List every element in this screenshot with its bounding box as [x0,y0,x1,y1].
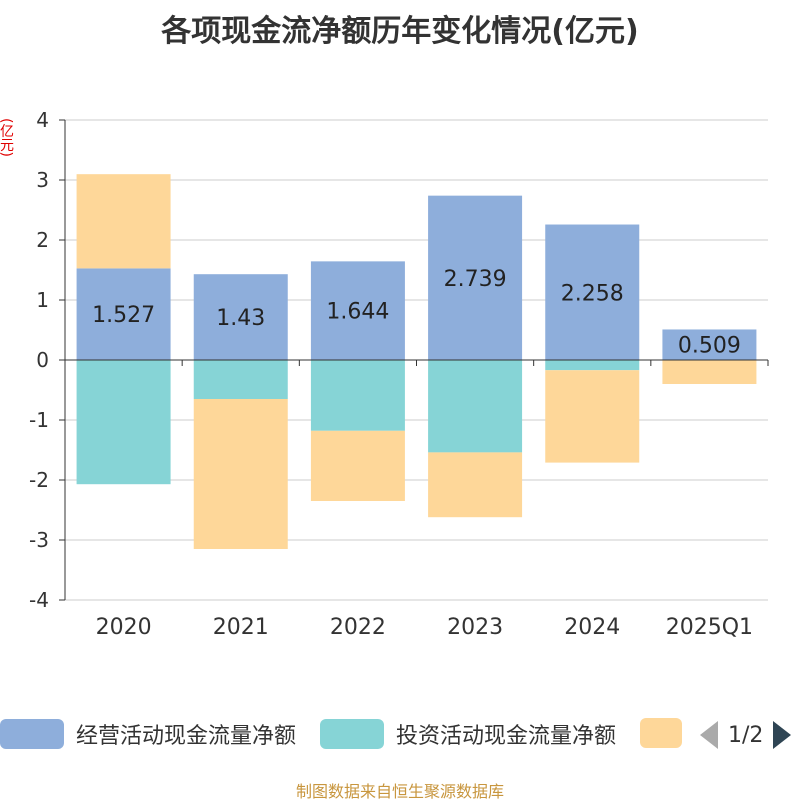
y-tick-label: -1 [29,408,49,432]
y-tick-label: 3 [36,168,49,192]
legend-label-investing: 投资活动现金流量净额 [396,724,617,749]
bar-series-0-2021[interactable] [193,274,288,360]
y-tick-label: 0 [36,348,49,372]
data-label-operating: 1.644 [326,300,389,325]
bar-series-1-2021[interactable] [193,360,288,399]
legend-pager: 1/2 [700,718,792,752]
bar-series-1-2020[interactable] [76,360,171,485]
data-label-operating: 0.509 [678,334,741,359]
bar-series-0-2023[interactable] [428,195,523,360]
x-tick-label: 2023 [447,615,503,640]
data-source-note: 制图数据来自恒生聚源数据库 [295,782,504,801]
legend-swatch-investing [320,719,384,749]
x-tick-label: 2022 [330,615,386,640]
y-tick-label: -2 [29,468,49,492]
bar-series-1-2022[interactable] [310,360,405,431]
data-label-operating: 2.739 [444,267,507,292]
data-label-operating: 1.43 [216,306,265,331]
legend-next-page-icon[interactable] [773,721,792,749]
y-tick-label: -3 [29,528,49,552]
x-tick-label: 2020 [96,615,152,640]
bar-series-1-2023[interactable] [428,360,523,453]
x-tick-label: 2025Q1 [666,615,753,640]
legend-item-financing[interactable] [640,718,682,748]
y-tick-label: 1 [36,288,49,312]
axes: 4 3 2 1 0 -1 -2 -3 -4 2020 2021 2022 2023 2024 2025Q1 [29,108,769,640]
data-label-operating: 2.258 [561,281,624,306]
y-axis-unit-label: (亿元) [0,118,14,157]
y-tick-label: -4 [29,588,49,612]
legend-swatch-financing [640,718,682,748]
bar-series-0-2024[interactable] [545,224,640,360]
data-label-operating: 1.527 [92,303,155,328]
legend-item-operating[interactable]: 经营活动现金流量净额 [0,718,296,750]
bar-series-0-2022[interactable] [310,261,405,360]
data-labels: 1.527 1.43 1.644 2.739 2.258 0.509 [92,267,741,359]
legend-prev-page-icon[interactable] [700,721,718,749]
y-tick-label: 4 [36,108,49,132]
bar-series-2-2022[interactable] [310,430,405,501]
bar-series-2-2021[interactable] [193,399,288,549]
bar-series-2-2024[interactable] [545,370,640,463]
x-tick-label: 2024 [564,615,620,640]
bar-series-2-2023[interactable] [428,452,523,518]
bar-series-2-2020[interactable] [76,174,171,269]
chart-title: 各项现金流净额历年变化情况(亿元) [161,14,639,49]
bars [76,174,757,549]
legend-swatch-operating [0,719,64,749]
x-tick-label: 2021 [213,615,269,640]
grid-lines [65,119,768,601]
legend: 经营活动现金流量净额 投资活动现金流量净额 1/2 [0,718,800,754]
y-tick-label: 2 [36,228,49,252]
legend-item-investing[interactable]: 投资活动现金流量净额 [320,718,616,750]
bar-series-1-2024[interactable] [545,360,640,371]
bar-series-2-2025Q1[interactable] [662,360,757,384]
bar-series-0-2020[interactable] [76,268,171,360]
legend-label-operating: 经营活动现金流量净额 [76,724,297,749]
legend-page-indicator: 1/2 [728,722,764,748]
bar-series-0-2025Q1[interactable] [662,329,757,360]
